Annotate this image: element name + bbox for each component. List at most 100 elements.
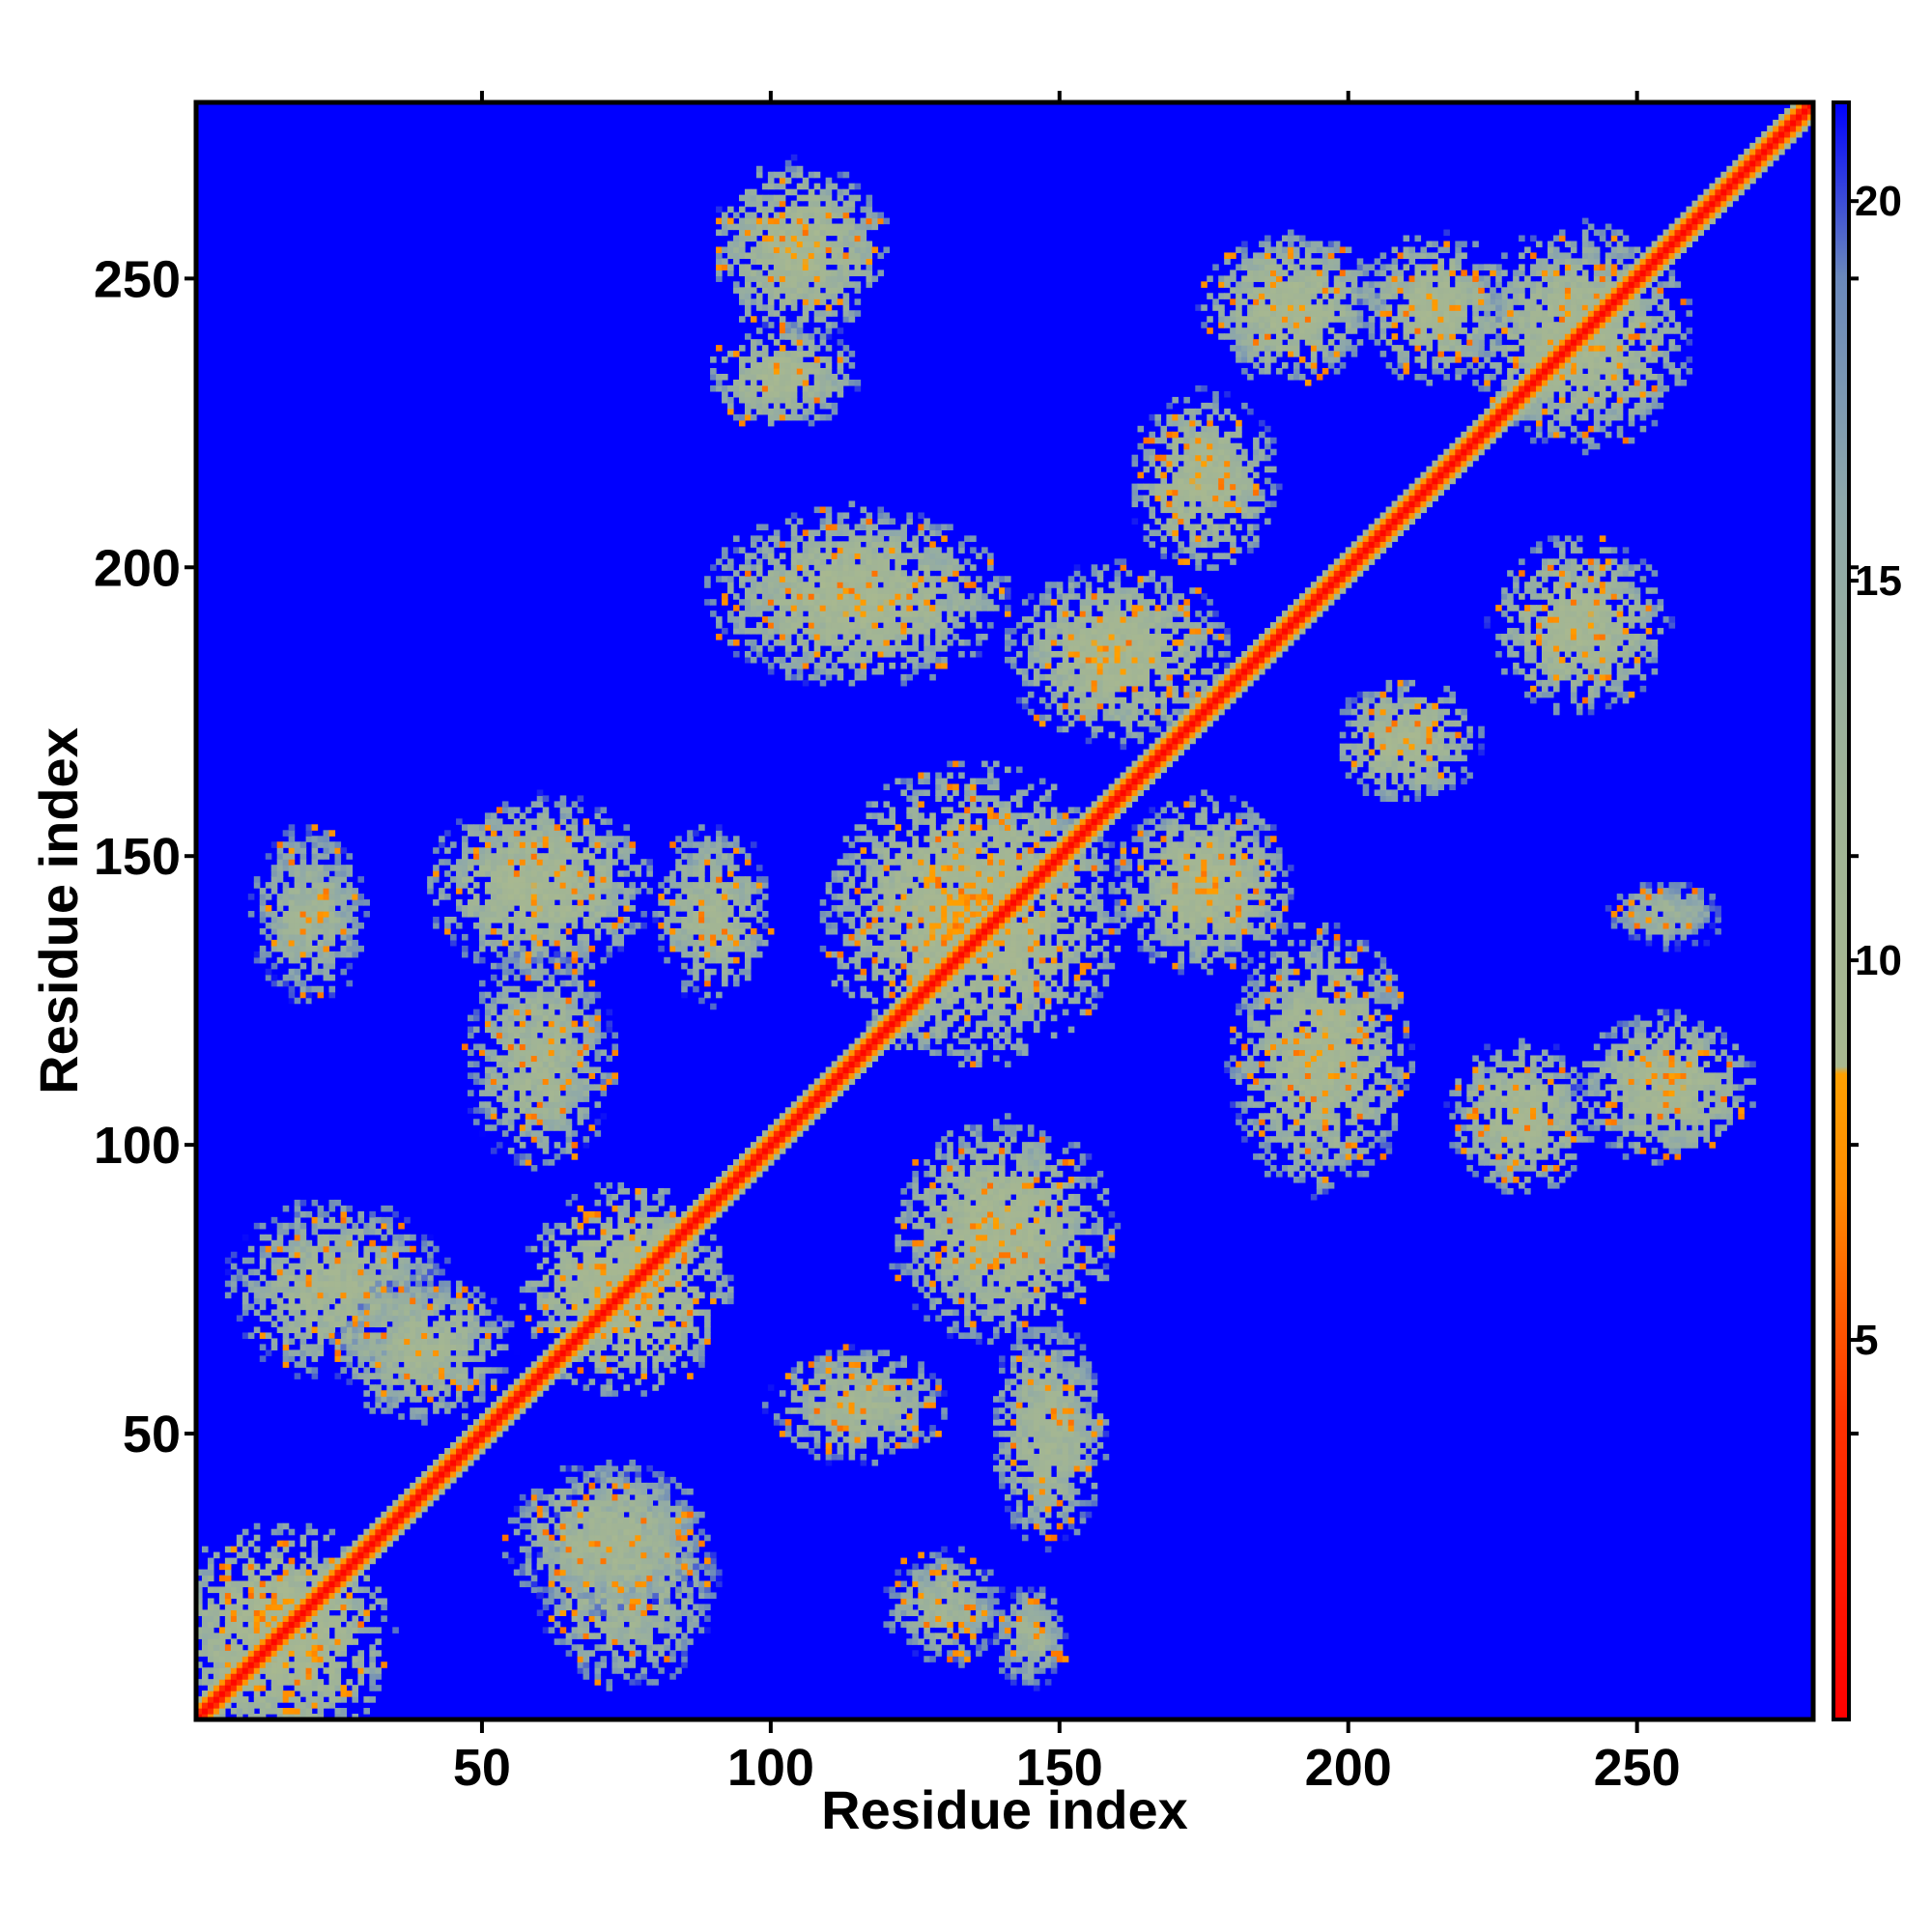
heatmap-cell bbox=[1038, 1448, 1046, 1455]
heatmap-cell bbox=[848, 1407, 856, 1414]
heatmap-cell bbox=[981, 1228, 988, 1236]
heatmap-cell bbox=[462, 1350, 469, 1356]
heatmap-cell bbox=[323, 1627, 330, 1634]
heatmap-cell bbox=[1056, 1511, 1064, 1519]
heatmap-cell bbox=[1079, 1205, 1087, 1212]
heatmap-cell bbox=[571, 1609, 579, 1616]
heatmap-cell bbox=[1027, 1453, 1035, 1461]
heatmap-cell bbox=[681, 1534, 688, 1542]
heatmap-cell bbox=[577, 1563, 584, 1571]
heatmap-cell bbox=[883, 1378, 891, 1385]
heatmap-cell bbox=[825, 1407, 833, 1414]
heatmap-cell bbox=[883, 1442, 891, 1449]
heatmap-cell bbox=[1085, 1205, 1093, 1212]
heatmap-cell bbox=[381, 1303, 387, 1311]
heatmap-cell bbox=[1027, 1482, 1035, 1490]
heatmap-cell bbox=[571, 1528, 579, 1536]
heatmap-cell bbox=[675, 1274, 682, 1282]
heatmap-cell bbox=[1005, 1476, 1011, 1484]
heatmap-cell bbox=[334, 1638, 342, 1645]
heatmap-cell bbox=[635, 1187, 641, 1195]
heatmap-cell bbox=[611, 1546, 619, 1553]
heatmap-cell bbox=[669, 1621, 676, 1628]
heatmap-cell bbox=[923, 1187, 930, 1195]
heatmap-cell bbox=[299, 1286, 307, 1293]
heatmap-cell bbox=[640, 1355, 647, 1362]
heatmap-cell bbox=[929, 1263, 936, 1270]
heatmap-cell bbox=[1033, 1245, 1040, 1253]
heatmap-cell bbox=[490, 1321, 497, 1328]
heatmap-cell bbox=[548, 1234, 555, 1241]
heatmap-cell bbox=[1102, 1234, 1110, 1241]
heatmap-cell bbox=[530, 1517, 538, 1524]
heatmap-cell bbox=[1096, 1268, 1104, 1276]
heatmap-cell bbox=[554, 1638, 561, 1645]
heatmap-cell bbox=[276, 1690, 284, 1697]
heatmap-cell bbox=[294, 1708, 301, 1715]
heatmap-cell bbox=[299, 1210, 307, 1218]
heatmap-cell bbox=[646, 1216, 653, 1224]
heatmap-cell bbox=[675, 1350, 682, 1356]
heatmap-cell bbox=[646, 1644, 653, 1651]
heatmap-cell bbox=[981, 1199, 988, 1207]
heatmap-cell bbox=[415, 1257, 422, 1264]
heatmap-cell bbox=[813, 1407, 821, 1414]
heatmap-cell bbox=[381, 1598, 387, 1605]
heatmap-cell bbox=[976, 1159, 982, 1166]
heatmap-cell bbox=[1056, 1396, 1064, 1403]
heatmap-cell bbox=[606, 1546, 613, 1553]
heatmap-cell bbox=[299, 1679, 307, 1686]
heatmap-cell bbox=[577, 1557, 584, 1565]
heatmap-cell bbox=[1050, 1332, 1058, 1340]
heatmap-cell bbox=[1062, 1419, 1069, 1426]
heatmap-cell bbox=[519, 1511, 526, 1519]
heatmap-cell bbox=[299, 1714, 307, 1719]
heatmap-cell bbox=[808, 1396, 815, 1403]
heatmap-cell bbox=[652, 1286, 659, 1293]
heatmap-cell bbox=[658, 1315, 665, 1322]
heatmap-cell bbox=[213, 1604, 220, 1611]
heatmap-cell bbox=[1027, 1177, 1035, 1183]
heatmap-cell bbox=[923, 1633, 930, 1639]
heatmap-cell bbox=[813, 1367, 821, 1374]
heatmap-cell bbox=[993, 1263, 1000, 1270]
heatmap-cell bbox=[635, 1534, 641, 1542]
heatmap-cell bbox=[288, 1239, 296, 1247]
heatmap-cell bbox=[501, 1367, 509, 1374]
heatmap-cell bbox=[299, 1268, 307, 1276]
heatmap-cell bbox=[635, 1482, 641, 1490]
heatmap-cell bbox=[664, 1505, 670, 1513]
heatmap-cell bbox=[1021, 1522, 1029, 1530]
heatmap-cell bbox=[808, 1419, 815, 1426]
heatmap-cell bbox=[352, 1303, 358, 1311]
heatmap-cell bbox=[993, 1419, 1000, 1426]
heatmap-cell bbox=[519, 1286, 526, 1293]
heatmap-cell bbox=[588, 1534, 596, 1542]
heatmap-cell bbox=[964, 1303, 971, 1311]
heatmap-cell bbox=[311, 1292, 319, 1299]
heatmap-cell bbox=[617, 1563, 625, 1571]
heatmap-cell bbox=[1073, 1528, 1081, 1536]
heatmap-cell bbox=[542, 1511, 550, 1519]
heatmap-cell bbox=[987, 1251, 994, 1259]
heatmap-cell bbox=[606, 1245, 613, 1253]
heatmap-cell bbox=[456, 1361, 463, 1368]
heatmap-cell bbox=[328, 1263, 336, 1270]
heatmap-cell bbox=[1021, 1193, 1029, 1201]
heatmap-cell bbox=[947, 1130, 953, 1137]
heatmap-cell bbox=[1044, 1482, 1052, 1490]
heatmap-cell bbox=[1091, 1431, 1098, 1437]
heatmap-cell bbox=[623, 1187, 630, 1195]
heatmap-cell bbox=[929, 1586, 936, 1594]
heatmap-cell bbox=[1033, 1522, 1040, 1530]
heatmap-cell bbox=[230, 1251, 238, 1259]
heatmap-cell bbox=[1073, 1402, 1081, 1408]
heatmap-cell bbox=[375, 1245, 382, 1253]
heatmap-cell bbox=[305, 1210, 313, 1218]
heatmap-cell bbox=[681, 1263, 688, 1270]
heatmap-cell bbox=[999, 1239, 1006, 1247]
heatmap-cell bbox=[635, 1499, 641, 1507]
heatmap-cell bbox=[883, 1396, 891, 1403]
heatmap-cell bbox=[352, 1627, 358, 1634]
heatmap-cell bbox=[1005, 1142, 1011, 1149]
